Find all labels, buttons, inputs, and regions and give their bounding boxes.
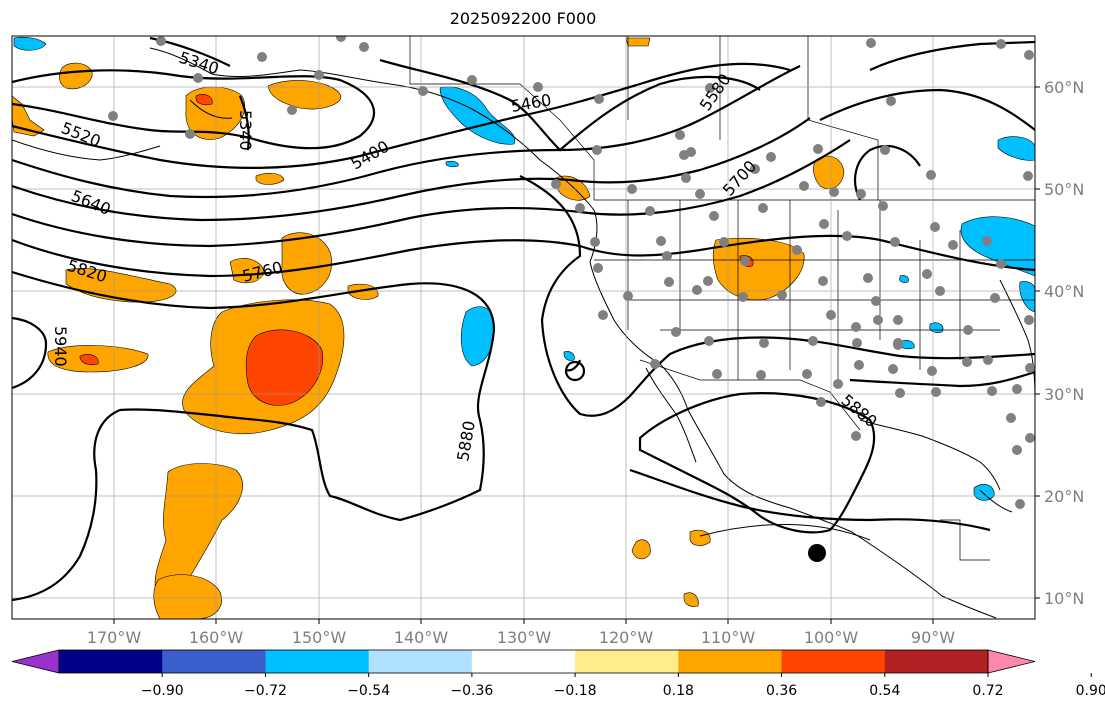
hurricane-marker <box>808 544 826 562</box>
longitude-label: 150°W <box>292 628 347 647</box>
latitude-label: 30°N <box>1044 385 1084 404</box>
contour-label: 5340 <box>236 110 255 151</box>
height-contours <box>12 36 1035 602</box>
latitude-label: 40°N <box>1044 282 1084 301</box>
colorbar-swatch <box>265 650 370 673</box>
station-markers <box>108 36 1035 509</box>
colorbar-tick-label: 0.72 <box>972 683 1003 699</box>
longitude-label: 160°W <box>189 628 244 647</box>
colorbar-swatch <box>884 650 989 673</box>
graticule <box>12 36 1035 619</box>
colorbar-swatch <box>162 650 266 673</box>
colorbar-tick-label: 0.90 <box>1076 683 1105 699</box>
colorbar-frame <box>58 649 989 674</box>
longitude-label: 110°W <box>701 628 756 647</box>
colorbar-tick-label: −0.90 <box>141 683 184 699</box>
colorbar-tick-label: −0.54 <box>347 683 390 699</box>
colorbar-tick-label: 0.18 <box>663 683 694 699</box>
longitude-label: 90°W <box>911 628 955 647</box>
colorbar: −0.90 −0.72 −0.54 −0.36 −0.18 0.18 0.36 0.54 0.7… <box>11 649 1105 699</box>
longitude-labels: 170°W 160°W 150°W 140°W 130°W 120°W 110°… <box>87 628 955 647</box>
longitude-label: 130°W <box>497 628 552 647</box>
shaded-field <box>12 36 1035 619</box>
colorbar-swatch <box>471 650 576 673</box>
map-panel: 5340 5340 5460 5580 5520 5400 5640 5700 … <box>12 36 1035 619</box>
latitude-label: 60°N <box>1044 78 1084 97</box>
colorbar-swatch <box>781 650 886 673</box>
longitude-label: 140°W <box>394 628 449 647</box>
longitude-label: 170°W <box>87 628 142 647</box>
contour-label: 5940 <box>51 326 70 367</box>
colorbar-tick-label: 0.36 <box>766 683 797 699</box>
colorbar-extend-high <box>987 649 1036 674</box>
longitude-label: 120°W <box>599 628 654 647</box>
colorbar-extend-low <box>11 649 60 674</box>
axis-ticks <box>113 86 1040 624</box>
map-title: 2025092200 F000 <box>449 9 597 28</box>
closed-contour <box>564 360 586 382</box>
colorbar-tick-label: −0.36 <box>450 683 493 699</box>
latitude-label: 50°N <box>1044 180 1084 199</box>
latitude-labels: 60°N 50°N 40°N 30°N 20°N 10°N <box>1044 78 1084 608</box>
colorbar-swatch <box>575 650 679 673</box>
latitude-label: 20°N <box>1044 487 1084 506</box>
colorbar-swatch <box>368 650 473 673</box>
longitude-label: 100°W <box>804 628 859 647</box>
coastlines <box>12 47 1035 619</box>
colorbar-tick-label: −0.18 <box>554 683 597 699</box>
colorbar-tick-label: −0.72 <box>244 683 287 699</box>
colorbar-swatch <box>678 650 783 673</box>
colorbar-swatch <box>59 650 163 673</box>
latitude-label: 10°N <box>1044 589 1084 608</box>
colorbar-tick-label: 0.54 <box>869 683 900 699</box>
